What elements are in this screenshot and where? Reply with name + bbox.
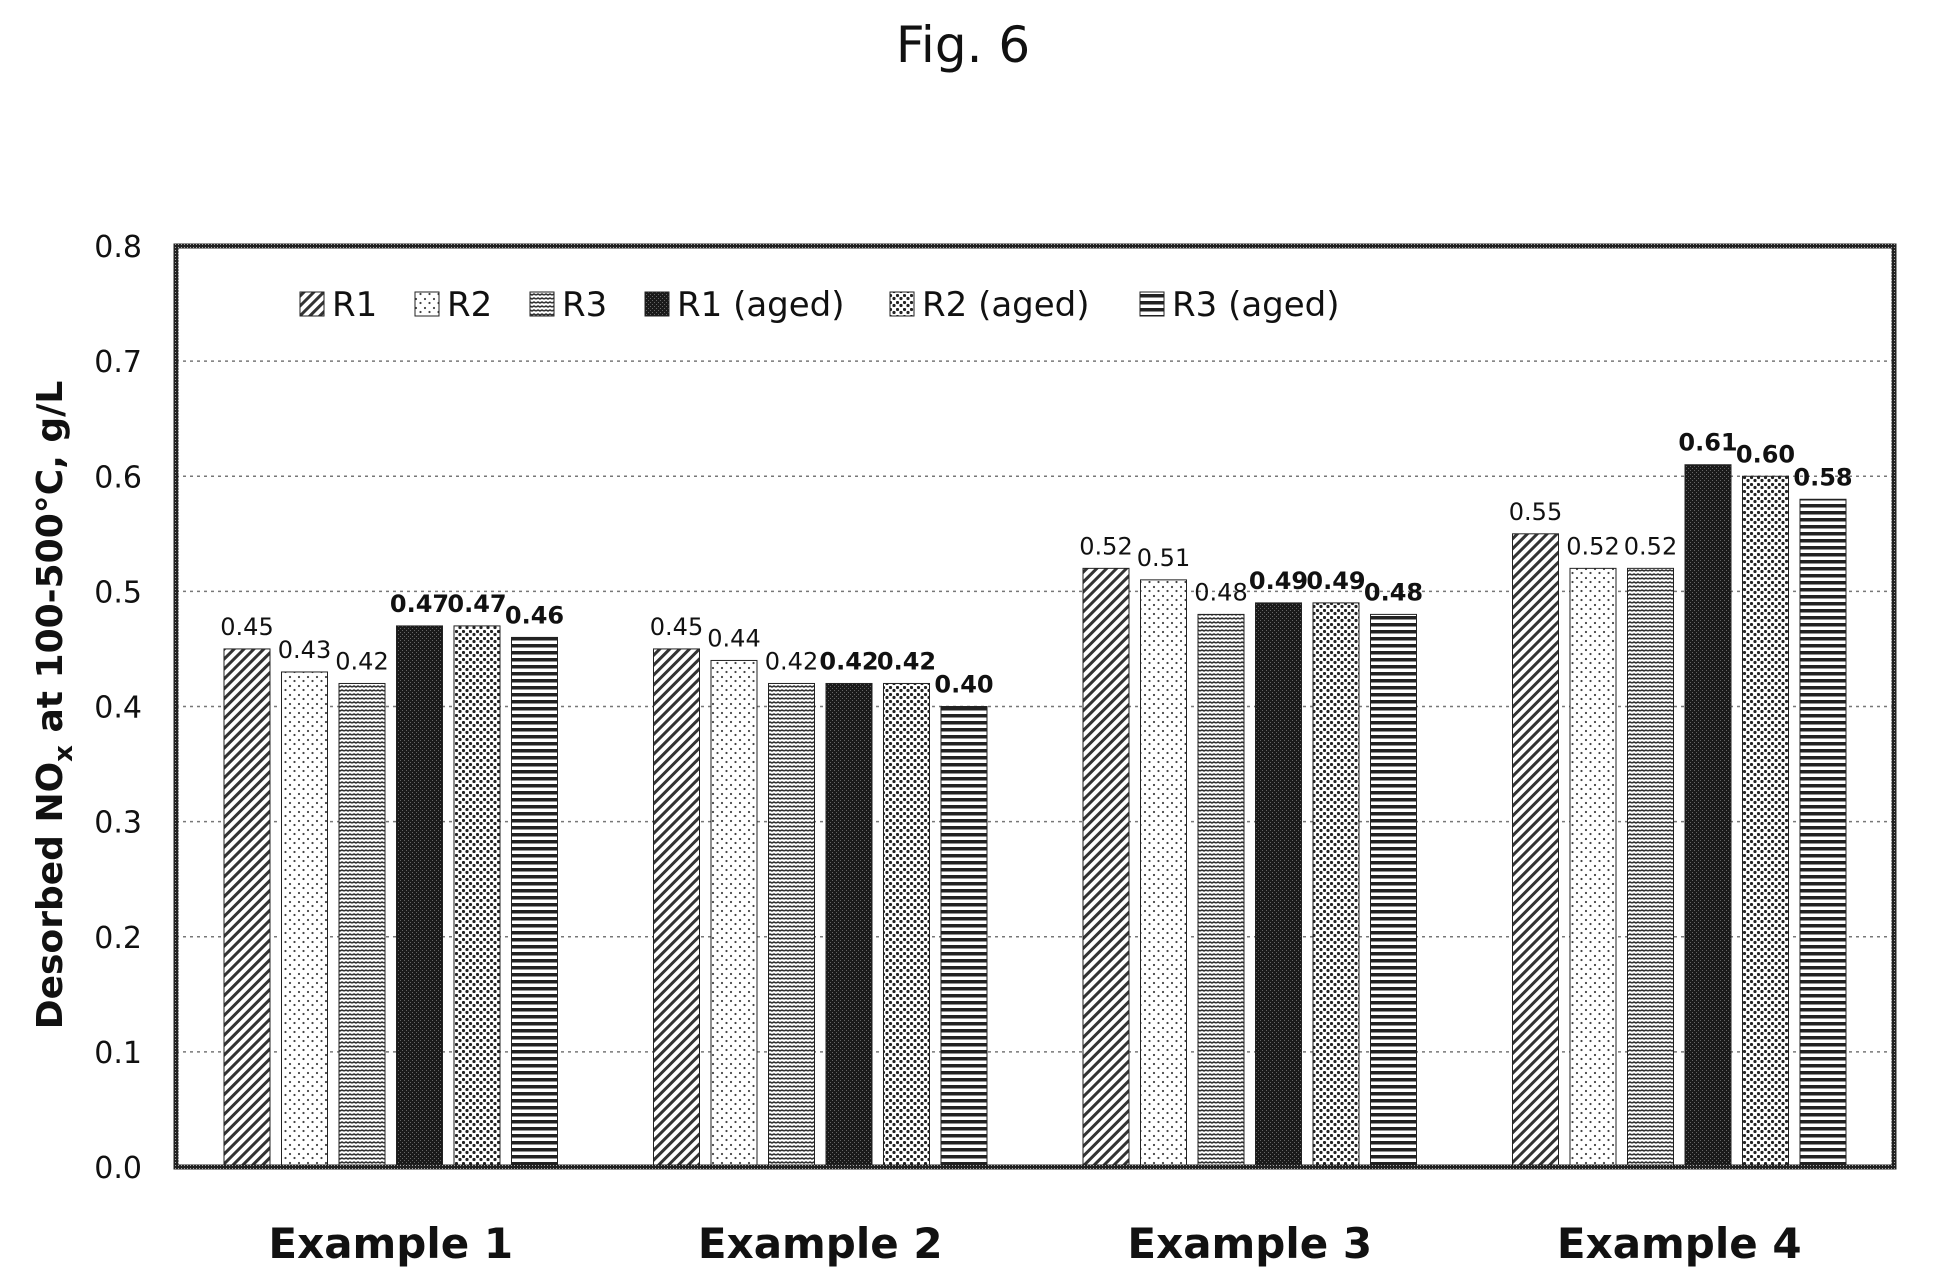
y-tick-label: 0.0 bbox=[94, 1151, 142, 1186]
y-axis-label-subscript: x bbox=[49, 745, 79, 762]
value-label: 0.60 bbox=[1736, 440, 1795, 468]
value-label: 0.55 bbox=[1509, 498, 1562, 526]
x-category-label: Example 2 bbox=[698, 1219, 943, 1268]
figure-title: Fig. 6 bbox=[896, 16, 1030, 74]
legend-swatch bbox=[299, 291, 325, 317]
value-label: 0.48 bbox=[1364, 578, 1423, 606]
bars bbox=[223, 464, 1847, 1168]
y-axis-label: Desorbed NOx at 100-500°C, g/L bbox=[30, 381, 79, 1030]
y-tick-label: 0.5 bbox=[94, 575, 142, 610]
legend-swatch bbox=[1139, 291, 1165, 317]
legend-entry-label: R2 (aged) bbox=[922, 285, 1090, 325]
value-label: 0.45 bbox=[220, 613, 273, 641]
y-tick-label: 0.8 bbox=[94, 230, 142, 265]
x-category-label: Example 4 bbox=[1557, 1219, 1802, 1268]
bar-r3-aged-example-4 bbox=[1799, 498, 1847, 1168]
bar-r1-aged-example-3 bbox=[1255, 602, 1302, 1168]
value-label: 0.49 bbox=[1249, 567, 1308, 595]
bar-r2-aged-example-3 bbox=[1312, 602, 1360, 1168]
legend-swatch bbox=[644, 291, 670, 317]
legend-entry-label: R1 (aged) bbox=[677, 285, 845, 325]
value-label: 0.51 bbox=[1137, 544, 1190, 572]
y-tick-label: 0.4 bbox=[94, 691, 142, 726]
y-tick-label: 0.3 bbox=[94, 806, 142, 841]
y-tick-label: 0.2 bbox=[94, 921, 142, 956]
value-label: 0.47 bbox=[390, 590, 449, 618]
bar-r3-aged-example-1 bbox=[511, 636, 558, 1168]
value-label: 0.61 bbox=[1678, 429, 1737, 457]
bar-r3-example-3 bbox=[1197, 613, 1245, 1168]
x-category-label: Example 1 bbox=[268, 1219, 513, 1268]
plot-frame bbox=[173, 243, 1897, 1170]
value-label: 0.52 bbox=[1624, 532, 1677, 560]
bar-r1-example-4 bbox=[1512, 533, 1559, 1168]
bar-r3-example-1 bbox=[338, 682, 386, 1168]
value-label: 0.44 bbox=[707, 624, 760, 652]
bar-r2-aged-example-2 bbox=[883, 682, 930, 1168]
bar-r3-aged-example-2 bbox=[940, 706, 988, 1168]
bar-r2-example-2 bbox=[710, 659, 758, 1168]
value-label: 0.42 bbox=[765, 647, 818, 675]
value-label: 0.40 bbox=[934, 671, 993, 699]
bar-r2-example-3 bbox=[1140, 579, 1187, 1168]
bar-r1-example-2 bbox=[653, 648, 700, 1168]
legend-swatch bbox=[889, 291, 915, 317]
value-labels: 0.450.43 0.420.470.470.46 0.45 0.440.42 0.42… bbox=[220, 429, 1852, 699]
y-axis-label-rest: at 100-500°C, g/L bbox=[30, 381, 71, 745]
y-tick-label: 0.7 bbox=[94, 345, 142, 380]
bar-r1-example-1 bbox=[223, 648, 271, 1168]
legend-swatch bbox=[529, 291, 555, 317]
value-label: 0.42 bbox=[335, 647, 388, 675]
bar-r3-aged-example-3 bbox=[1370, 613, 1417, 1168]
value-label: 0.49 bbox=[1306, 567, 1365, 595]
legend-swatch bbox=[414, 291, 440, 317]
category-labels: Example 1 Example 2 Example 3 Example 4 bbox=[268, 1219, 1801, 1268]
value-label: 0.42 bbox=[819, 647, 878, 675]
bar-r1-aged-example-4 bbox=[1684, 464, 1732, 1168]
value-label: 0.52 bbox=[1079, 532, 1132, 560]
bar-r3-example-4 bbox=[1627, 567, 1674, 1168]
bar-r1-example-3 bbox=[1082, 567, 1130, 1168]
bar-r2-aged-example-4 bbox=[1742, 475, 1789, 1168]
y-axis-ticks: 0.0 0.1 0.2 0.3 0.4 0.5 0.6 0.7 0.8 bbox=[94, 230, 142, 1186]
legend-entry-label: R3 (aged) bbox=[1172, 285, 1340, 325]
value-label: 0.58 bbox=[1793, 463, 1852, 491]
bar-r2-example-1 bbox=[281, 671, 328, 1168]
value-label: 0.42 bbox=[877, 647, 936, 675]
bar-r2-example-4 bbox=[1569, 567, 1617, 1168]
legend-entry-label: R1 bbox=[332, 285, 377, 325]
value-label: 0.52 bbox=[1566, 532, 1619, 560]
legend-entry-label: R3 bbox=[562, 285, 607, 325]
x-category-label: Example 3 bbox=[1127, 1219, 1372, 1268]
y-tick-label: 0.6 bbox=[94, 460, 142, 495]
bar-r2-aged-example-1 bbox=[453, 625, 501, 1168]
value-label: 0.48 bbox=[1194, 578, 1247, 606]
value-label: 0.45 bbox=[650, 613, 703, 641]
value-label: 0.46 bbox=[505, 601, 564, 629]
bar-r1-aged-example-1 bbox=[396, 625, 443, 1168]
value-label: 0.43 bbox=[278, 636, 331, 664]
bar-r1-aged-example-2 bbox=[825, 682, 873, 1168]
legend: R1 R2 R3 R1 (aged) R2 (aged) R3 (aged) bbox=[299, 285, 1340, 325]
value-label: 0.47 bbox=[447, 590, 506, 618]
bar-r3-example-2 bbox=[768, 682, 815, 1168]
y-axis-label-main: Desorbed NO bbox=[30, 762, 71, 1029]
y-tick-label: 0.1 bbox=[94, 1036, 142, 1071]
legend-entry-label: R2 bbox=[447, 285, 492, 325]
